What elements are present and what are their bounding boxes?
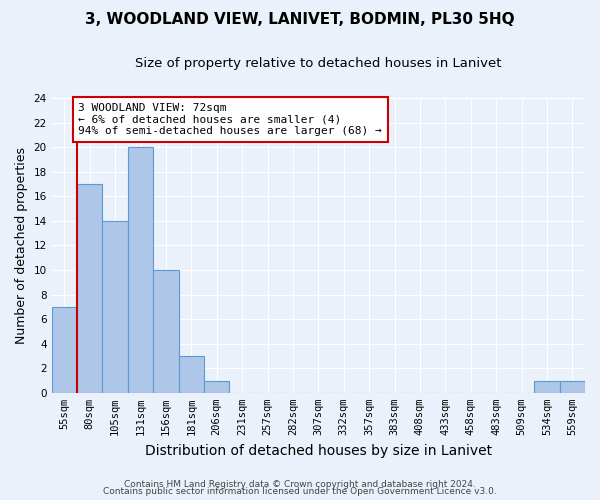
Bar <box>560 380 585 393</box>
Text: Contains public sector information licensed under the Open Government Licence v3: Contains public sector information licen… <box>103 487 497 496</box>
Text: 3, WOODLAND VIEW, LANIVET, BODMIN, PL30 5HQ: 3, WOODLAND VIEW, LANIVET, BODMIN, PL30 … <box>85 12 515 28</box>
Title: Size of property relative to detached houses in Lanivet: Size of property relative to detached ho… <box>135 58 502 70</box>
Text: Contains HM Land Registry data © Crown copyright and database right 2024.: Contains HM Land Registry data © Crown c… <box>124 480 476 489</box>
Bar <box>534 380 560 393</box>
Bar <box>204 380 229 393</box>
Bar <box>103 221 128 393</box>
Bar <box>128 147 153 393</box>
X-axis label: Distribution of detached houses by size in Lanivet: Distribution of detached houses by size … <box>145 444 492 458</box>
Bar <box>77 184 103 393</box>
Bar <box>179 356 204 393</box>
Bar <box>52 307 77 393</box>
Text: 3 WOODLAND VIEW: 72sqm
← 6% of detached houses are smaller (4)
94% of semi-detac: 3 WOODLAND VIEW: 72sqm ← 6% of detached … <box>79 103 382 136</box>
Bar <box>153 270 179 393</box>
Y-axis label: Number of detached properties: Number of detached properties <box>15 147 28 344</box>
